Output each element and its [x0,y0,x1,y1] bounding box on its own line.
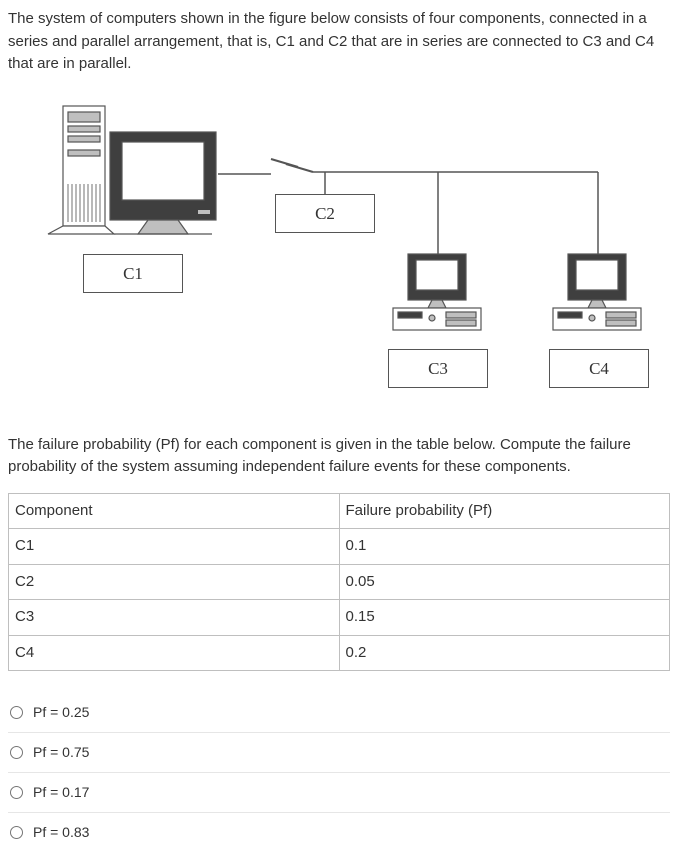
table-row: C4 0.2 [9,635,670,671]
table-row: Component Failure probability (Pf) [9,493,670,529]
option-label: Pf = 0.83 [33,822,89,843]
node-label-c3: C3 [388,349,488,389]
option-row[interactable]: Pf = 0.83 [8,813,670,852]
table-header-component: Component [9,493,340,529]
c1-computer-icon [48,106,216,234]
c4-computer-icon [553,254,641,330]
c3-computer-icon [393,254,481,330]
option-radio[interactable] [10,786,23,799]
option-label: Pf = 0.75 [33,742,89,763]
option-row[interactable]: Pf = 0.17 [8,773,670,813]
option-radio[interactable] [10,706,23,719]
option-row[interactable]: Pf = 0.75 [8,733,670,773]
option-radio[interactable] [10,746,23,759]
option-radio[interactable] [10,826,23,839]
node-label-c1: C1 [83,254,183,294]
answer-options: Pf = 0.25 Pf = 0.75 Pf = 0.17 Pf = 0.83 [8,693,670,852]
question-intro: The system of computers shown in the fig… [8,8,669,76]
table-row: C2 0.05 [9,564,670,600]
table-row: C1 0.1 [9,529,670,565]
option-label: Pf = 0.25 [33,702,89,723]
option-label: Pf = 0.17 [33,782,89,803]
node-label-c4: C4 [549,349,649,389]
question-followup: The failure probability (Pf) for each co… [8,434,669,479]
node-label-c2: C2 [275,194,375,234]
table-header-pf: Failure probability (Pf) [339,493,670,529]
option-row[interactable]: Pf = 0.25 [8,693,670,733]
probability-table: Component Failure probability (Pf) C1 0.… [8,493,670,672]
system-diagram: C1 C2 C3 C4 [28,94,668,394]
table-row: C3 0.15 [9,600,670,636]
